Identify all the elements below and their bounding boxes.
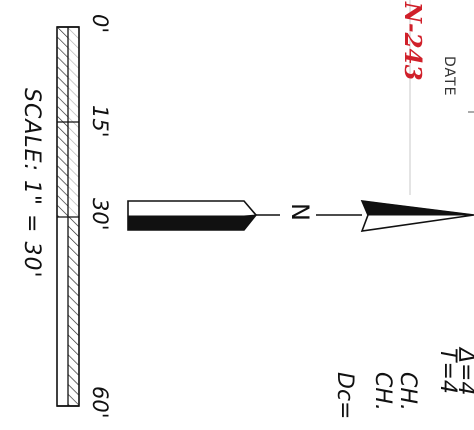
sheet-number: N-243 bbox=[399, 2, 426, 81]
curve-chord-1: CH. bbox=[395, 372, 420, 411]
north-arrow-head bbox=[316, 200, 474, 232]
graphic-scale-bar bbox=[56, 26, 80, 407]
north-label: N bbox=[286, 203, 314, 221]
scale-tick-60: 60' bbox=[88, 386, 112, 419]
scale-tick-0: 0' bbox=[88, 14, 112, 34]
north-arrow-tail bbox=[127, 200, 280, 231]
scale-tick-30: 30' bbox=[88, 198, 112, 231]
scale-label: SCALE: 1" = 30' bbox=[19, 88, 44, 279]
curve-tangent: T=4 bbox=[435, 348, 460, 394]
curve-degree: Dc= bbox=[332, 372, 357, 420]
curve-chord-2: CH. bbox=[370, 372, 395, 411]
date-label: DATE bbox=[441, 56, 457, 97]
scale-tick-15: 15' bbox=[88, 105, 112, 138]
